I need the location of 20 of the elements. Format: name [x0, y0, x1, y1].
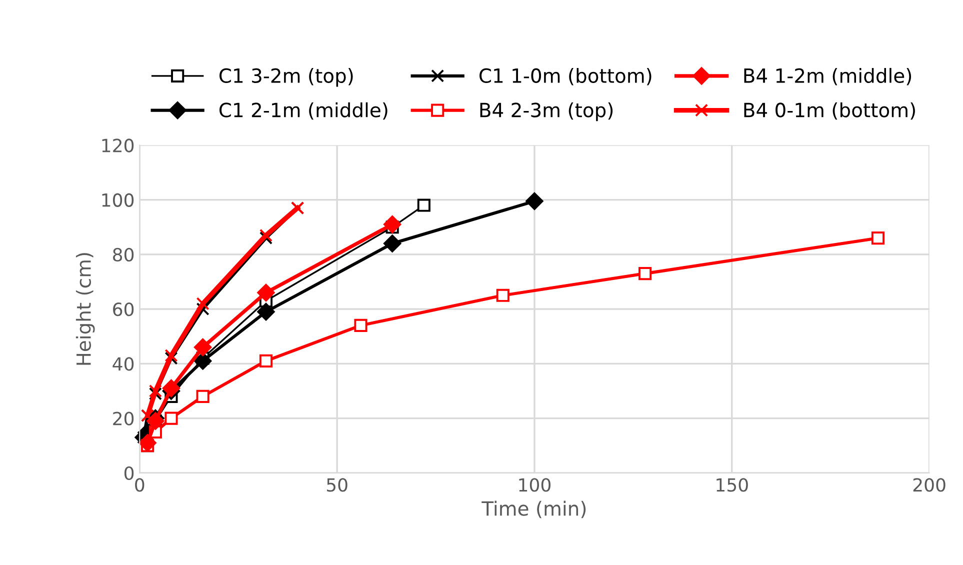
y-tick-label: 40	[112, 357, 134, 371]
y-axis-title: Height (cm)	[76, 253, 95, 365]
y-tick-label: 120	[102, 138, 134, 152]
legend-label: B4 1-2m (middle)	[744, 68, 912, 86]
legend-label: B4 0-1m (bottom)	[744, 102, 915, 120]
x-tick-label: 200	[913, 478, 946, 492]
x-axis-title: Time (min)	[482, 500, 586, 518]
y-tick-label: 20	[113, 412, 134, 426]
y-tick-label: 100	[102, 193, 134, 207]
x-tick-label: 0	[135, 478, 144, 492]
x-tick-label: 50	[326, 478, 348, 492]
y-tick-label: 0	[124, 466, 134, 480]
legend-label: B4 2-3m (top)	[480, 102, 613, 122]
x-tick-label: 150	[716, 478, 748, 492]
legend-label: C1 1-0m (bottom)	[480, 68, 652, 86]
legend-label: C1 2-1m (middle)	[219, 102, 388, 120]
y-tick-label: 60	[113, 302, 134, 316]
x-tick-label: 100	[519, 478, 550, 492]
legend-label: C1 3-2m (top)	[219, 68, 353, 87]
y-tick-label: 80	[113, 248, 134, 262]
